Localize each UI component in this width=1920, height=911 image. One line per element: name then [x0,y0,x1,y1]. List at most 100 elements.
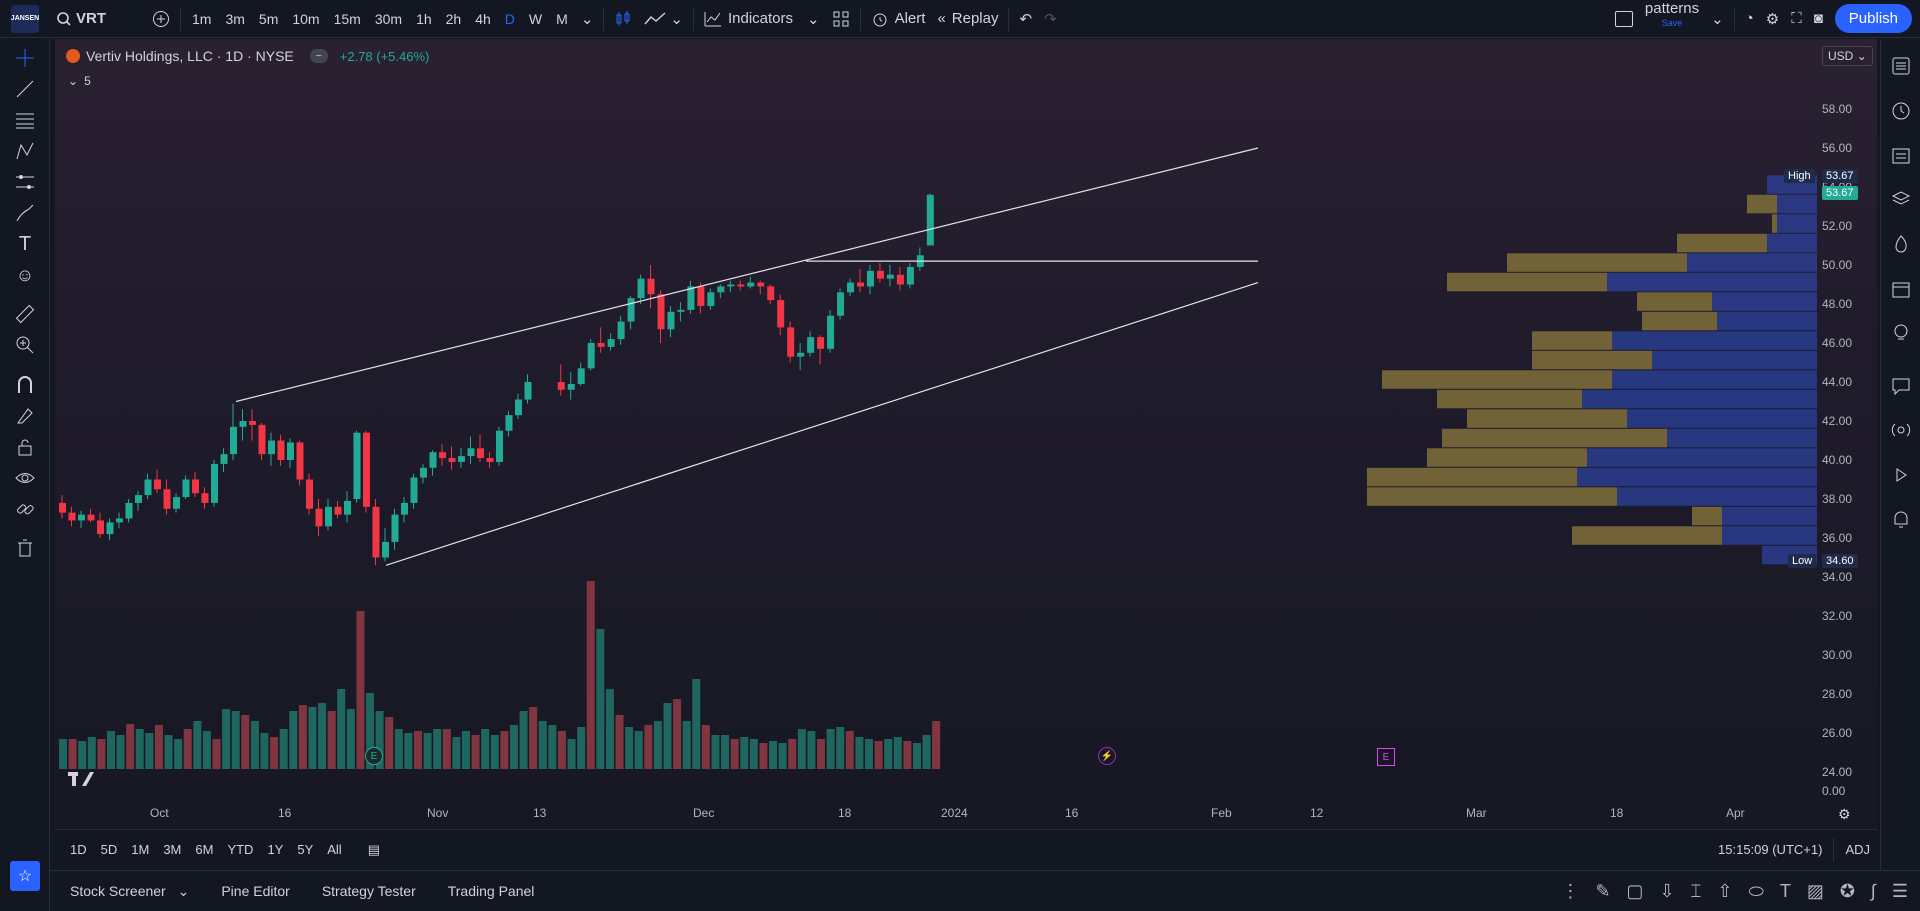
curve-tool-icon[interactable]: ∫ [1870,880,1876,901]
data-window-icon[interactable] [1888,142,1914,168]
compare-button[interactable] [146,0,176,38]
range-buttons: 1D 5D 1M 3M 6M YTD 1Y 5Y All [63,842,349,857]
chart-canvas[interactable] [55,39,1877,829]
alert-button[interactable]: Alert [865,0,932,38]
timeframe-15m[interactable]: 15m [333,10,361,27]
layers-icon[interactable] [1888,187,1914,213]
timeframe-5m[interactable]: 5m [258,10,279,27]
range-1Y[interactable]: 1Y [267,842,284,857]
indicators-button[interactable]: Indicators ⌄ [698,0,826,38]
timeframe-1m[interactable]: 1m [192,10,212,27]
image-tool-icon[interactable]: ▨ [1806,880,1824,901]
notifications-bell-icon[interactable] [1888,506,1914,532]
settings-button[interactable]: ⚙ [1760,0,1785,38]
text-icon[interactable]: T [18,232,32,255]
playback-icon[interactable] [1888,462,1914,488]
lightning-event-icon[interactable]: ⚡ [1098,747,1116,765]
brush-tool-icon[interactable]: ✎ [1595,880,1611,901]
range-5Y[interactable]: 5Y [297,842,314,857]
axis-settings-gear-icon[interactable]: ⚙ [1838,806,1851,822]
clock[interactable]: 15:15:09 (UTC+1) [1718,842,1823,857]
timeframe-10m[interactable]: 10m [292,10,320,27]
ellipse-tool-icon[interactable]: ⬭ [1748,880,1764,901]
chat-icon[interactable] [1888,373,1914,399]
streams-icon[interactable] [1888,417,1914,443]
brush-icon[interactable] [12,200,38,226]
adj-toggle[interactable]: ADJ [1845,842,1870,857]
emoji-icon[interactable]: ☺ [15,264,35,285]
range-All[interactable]: All [327,842,342,857]
publish-button[interactable]: Publish [1834,4,1912,33]
templates-button[interactable] [826,0,856,38]
chart-pane[interactable] [55,39,1877,829]
timeframe-4h[interactable]: 4h [475,10,491,27]
watchlist-icon[interactable] [1888,53,1914,79]
range-1D[interactable]: 1D [70,842,87,857]
timeframe-D[interactable]: D [504,10,515,27]
crosshair-icon[interactable] [12,45,38,71]
lines-tool-icon[interactable]: ☰ [1891,880,1908,901]
drag-handle-icon[interactable]: ⋮ [1561,880,1580,901]
symbol-search[interactable]: VRT [50,0,112,38]
layout-name[interactable]: patterns Save [1639,0,1705,38]
replay-button[interactable]: « Replay [931,0,1004,38]
ideas-bulb-icon[interactable] [1888,320,1914,346]
fib-icon[interactable] [12,107,38,133]
rectangle-tool-icon[interactable]: ▢ [1626,880,1644,901]
range-6M[interactable]: 6M [195,842,214,857]
range-3M[interactable]: 3M [163,842,182,857]
candles-type-button[interactable] [608,0,638,38]
range-5D[interactable]: 5D [100,842,118,857]
price-tick-label: 48.00 [1822,297,1853,311]
earnings-event-marker[interactable]: E [365,747,383,765]
trash-icon[interactable] [12,535,38,561]
timeframe-1h[interactable]: 1h [416,10,432,27]
tab-trading-panel[interactable]: Trading Panel [447,883,535,899]
arrow-down-tool-icon[interactable]: ⇩ [1659,880,1675,901]
timeframe-2h[interactable]: 2h [445,10,462,27]
quick-search-button[interactable]: ◔ [1739,0,1760,38]
timeframe-M[interactable]: M [556,10,568,27]
timeframe-dropdown[interactable]: ⌄ [580,10,594,28]
volume-bar [740,737,749,769]
layout-dropdown[interactable]: ⌄ [1705,0,1730,38]
goto-date-button[interactable]: ▤ [361,842,387,858]
tab-stock-screener[interactable]: Stock Screener ⌄ [50,883,205,900]
currency-selector[interactable]: USD ⌄ [1822,46,1873,66]
eye-icon[interactable] [12,465,38,491]
range-1M[interactable]: 1M [131,842,150,857]
layout-checkbox[interactable] [1609,0,1639,38]
indicator-collapse[interactable]: ⌄ 5 [68,74,91,88]
alerts-clock-icon[interactable] [1888,98,1914,124]
tab-strategy-tester[interactable]: Strategy Tester [321,883,416,899]
favorite-star-icon[interactable]: ☆ [10,861,40,891]
minus-icon[interactable]: − [309,49,328,63]
snapshot-button[interactable]: ◙ [1808,0,1829,38]
earnings-upcoming-marker[interactable]: E [1377,748,1395,766]
undo-button[interactable]: ↶ [1013,0,1038,38]
arrow-up-tool-icon[interactable]: ⇧ [1717,880,1733,901]
zoom-in-icon[interactable] [12,332,38,358]
hotlist-fire-icon[interactable] [1888,231,1914,257]
link-icon[interactable] [12,496,38,522]
candle-body [597,343,605,347]
timeframe-W[interactable]: W [528,10,543,27]
redo-button[interactable]: ↷ [1038,0,1063,38]
text-tool-icon[interactable]: T [1779,880,1791,901]
stay-drawing-icon[interactable] [12,403,38,429]
pattern-icon[interactable] [12,138,38,164]
magnet-icon[interactable] [12,372,38,398]
tab-pine-editor[interactable]: Pine Editor [221,883,290,899]
fullscreen-button[interactable]: ⛶ [1785,0,1808,38]
timeframe-3m[interactable]: 3m [225,10,245,27]
trend-line-icon[interactable] [12,76,38,102]
text-line-tool-icon[interactable]: ⌶ [1690,880,1702,901]
lock-icon[interactable] [12,434,38,460]
ruler-icon[interactable] [12,301,38,327]
calendar-icon[interactable] [1888,276,1914,302]
forecast-icon[interactable] [12,169,38,195]
line-type-button[interactable]: ⌄ [638,0,689,38]
star-tool-icon[interactable]: ✪ [1839,880,1855,901]
timeframe-30m[interactable]: 30m [374,10,403,27]
range-YTD[interactable]: YTD [227,842,254,857]
